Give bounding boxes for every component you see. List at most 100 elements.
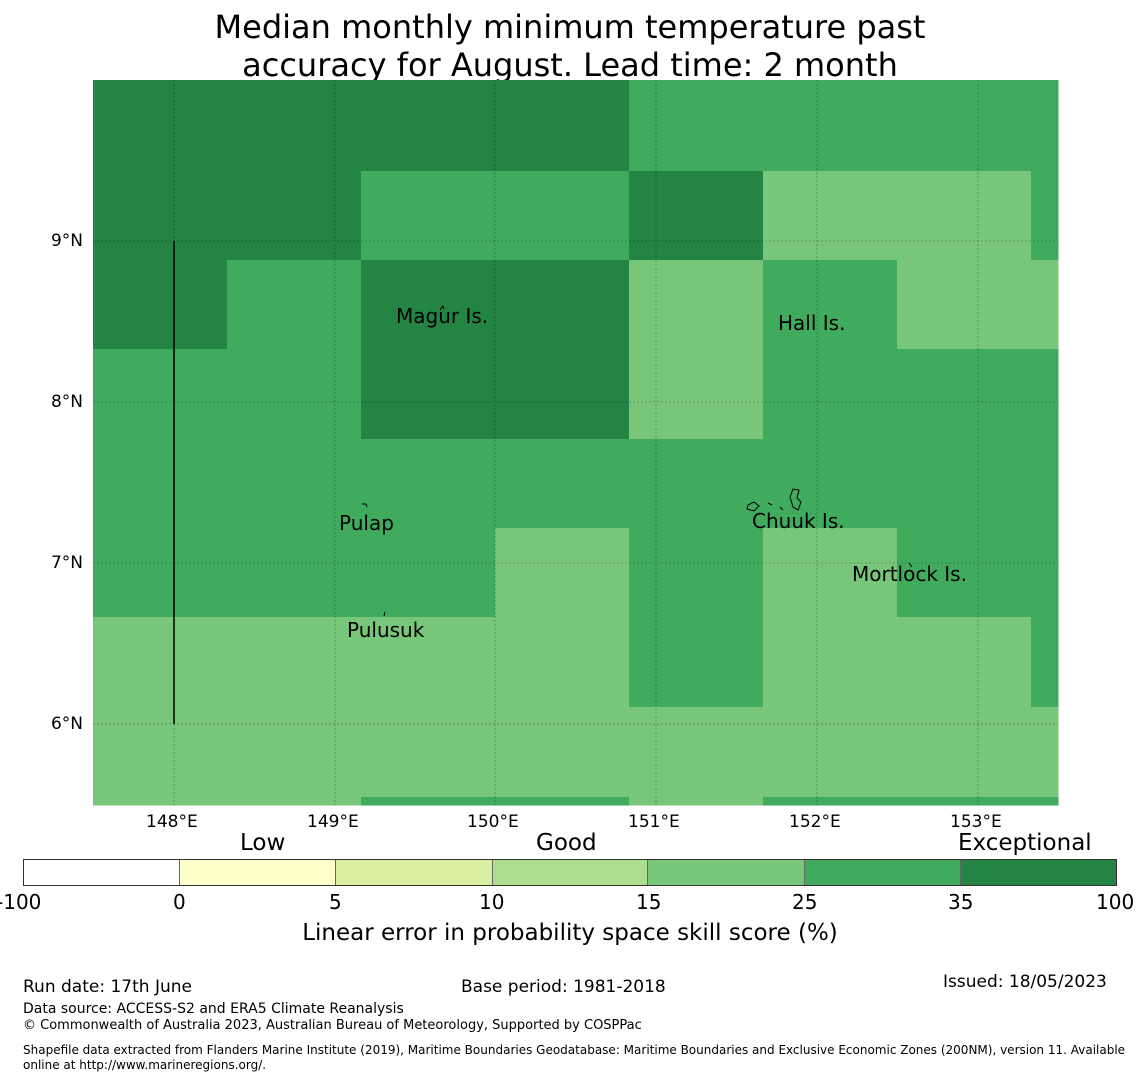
pulusuk-island-shape (383, 611, 386, 617)
skill-cell (897, 349, 1032, 440)
skill-cell (361, 260, 496, 350)
skill-cell (1031, 707, 1059, 798)
base-period: Base period: 1981-2018 (461, 977, 666, 997)
skill-cell (763, 797, 898, 806)
colorbar (23, 859, 1117, 886)
skill-cell (227, 707, 362, 798)
skill-cell (763, 439, 898, 529)
skill-cell (629, 439, 764, 529)
skill-cell (1031, 80, 1059, 172)
skill-cell (629, 707, 764, 798)
skill-cell (227, 260, 362, 350)
skill-cell (361, 797, 496, 806)
shapefile-credit-line-1: Shapefile data extracted from Flanders M… (23, 1043, 1126, 1057)
skill-cell (1031, 439, 1059, 529)
shapefile-credit-line-2: online at http://www.marineregions.org/. (23, 1058, 267, 1072)
skill-cell (227, 617, 362, 708)
skill-cell (897, 617, 1032, 708)
skill-grid (93, 80, 1059, 806)
place-label-mortlock: Mortlock Is. (852, 562, 967, 586)
skill-cell (93, 707, 228, 798)
place-label-chuuk: Chuuk Is. (752, 509, 845, 533)
skill-cell (897, 797, 1032, 806)
skill-cell (1031, 171, 1059, 261)
skill-cell (93, 171, 228, 261)
skill-cell (227, 439, 362, 529)
skill-cell (897, 80, 1032, 172)
title-line-2: accuracy for August. Lead time: 2 month (242, 46, 898, 84)
magur-island-shape (439, 304, 445, 311)
colorbar-tick: 0 (173, 890, 186, 914)
lon-label-148e: 148°E (146, 812, 198, 832)
island-outlines (362, 304, 913, 617)
skill-cell (629, 528, 764, 618)
skill-cell (495, 349, 630, 440)
category-exceptional: Exceptional (958, 830, 1092, 856)
skill-cell (629, 797, 764, 806)
skill-cell (1031, 528, 1059, 618)
skill-cell (93, 260, 228, 350)
skill-cell (361, 617, 496, 708)
skill-cell (495, 171, 630, 261)
lon-label-150e: 150°E (467, 812, 519, 832)
skill-cell (763, 260, 898, 350)
skill-cell (1031, 797, 1059, 806)
colorbar-segment (647, 860, 805, 885)
skill-cell (1031, 349, 1059, 440)
category-good: Good (536, 830, 597, 856)
copyright: © Commonwealth of Australia 2023, Austra… (23, 1018, 642, 1033)
skill-cell (897, 439, 1032, 529)
skill-cell (227, 171, 362, 261)
lat-label-8n: 8°N (50, 392, 83, 412)
skill-cell (361, 349, 496, 440)
colorbar-segment (804, 860, 961, 885)
skill-cell (897, 171, 1032, 261)
skill-cell (763, 171, 898, 261)
colorbar-segment (178, 860, 335, 885)
lon-label-153e: 153°E (950, 812, 1002, 832)
skill-cell (93, 80, 228, 172)
colorbar-segment (24, 860, 179, 885)
skill-cell (227, 797, 362, 806)
chuuk-island-shape (746, 488, 802, 512)
skill-cell (629, 80, 764, 172)
lon-label-152e: 152°E (789, 812, 841, 832)
colorbar-tick: -100 (0, 890, 42, 914)
skill-cell (93, 617, 228, 708)
skill-cell (763, 617, 898, 708)
colorbar-segment (334, 860, 492, 885)
skill-cell (93, 797, 228, 806)
lon-label-151e: 151°E (628, 812, 680, 832)
skill-cell (361, 707, 496, 798)
skill-cell (495, 797, 630, 806)
colorbar-tick: 25 (792, 890, 818, 914)
colorbar-segment (491, 860, 648, 885)
skill-cell (763, 707, 898, 798)
lat-label-9n: 9°N (50, 231, 83, 251)
skill-cell (495, 80, 630, 172)
skill-cell (897, 528, 1032, 618)
skill-cell (93, 528, 228, 618)
skill-cell (897, 260, 1032, 350)
colorbar-tick: 5 (329, 890, 342, 914)
skill-cell (495, 528, 630, 618)
title-line-1: Median monthly minimum temperature past (214, 8, 926, 46)
mortlock-island-shape (908, 562, 913, 568)
skill-cell (629, 617, 764, 708)
colorbar-segment (960, 860, 1117, 885)
colorbar-tick: 100 (1096, 890, 1135, 914)
skill-cell (93, 439, 228, 529)
skill-cell (1031, 260, 1059, 350)
gridlines (93, 80, 1058, 805)
skill-cell (629, 260, 764, 350)
skill-cell (763, 80, 898, 172)
lat-label-6n: 6°N (50, 714, 83, 734)
skill-map (93, 80, 1059, 806)
pulap-island-shape (362, 503, 368, 508)
skill-cell (495, 617, 630, 708)
skill-cell (361, 439, 496, 529)
skill-cell (629, 171, 764, 261)
issued-date: Issued: 18/05/2023 (943, 972, 1107, 992)
place-label-magur: Magur Is. (396, 304, 489, 328)
lon-label-149e: 149°E (307, 812, 359, 832)
